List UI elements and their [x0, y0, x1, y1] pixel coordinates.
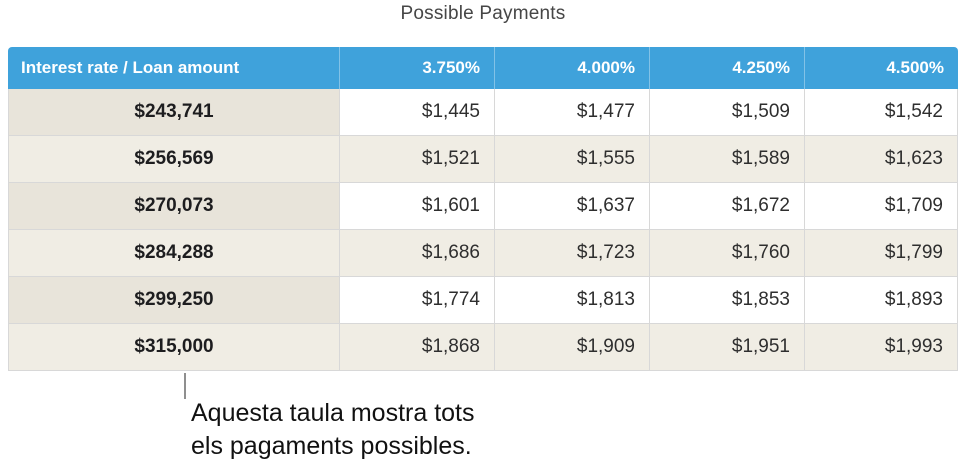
payment-cell: $1,623: [805, 136, 958, 183]
table-row: $315,000 $1,868 $1,909 $1,951 $1,993: [8, 324, 958, 371]
payment-cell: $1,672: [650, 183, 805, 230]
payment-cell: $1,723: [495, 230, 650, 277]
payment-cell: $1,799: [805, 230, 958, 277]
loan-amount-cell: $284,288: [8, 230, 340, 277]
callout-line: [184, 373, 186, 399]
payment-cell: $1,445: [340, 89, 495, 136]
payment-cell: $1,521: [340, 136, 495, 183]
payment-cell: $1,637: [495, 183, 650, 230]
payment-cell: $1,589: [650, 136, 805, 183]
col-header-rate-4-250: 4.250%: [650, 47, 805, 89]
payment-cell: $1,868: [340, 324, 495, 371]
payment-cell: $1,853: [650, 277, 805, 324]
table-row: $270,073 $1,601 $1,637 $1,672 $1,709: [8, 183, 958, 230]
payment-cell: $1,542: [805, 89, 958, 136]
payment-cell: $1,813: [495, 277, 650, 324]
payment-cell: $1,909: [495, 324, 650, 371]
payment-cell: $1,555: [495, 136, 650, 183]
col-header-rate-3-750: 3.750%: [340, 47, 495, 89]
table-row: $256,569 $1,521 $1,555 $1,589 $1,623: [8, 136, 958, 183]
payment-cell: $1,993: [805, 324, 958, 371]
loan-amount-cell: $243,741: [8, 89, 340, 136]
payment-cell: $1,686: [340, 230, 495, 277]
table-row: $243,741 $1,445 $1,477 $1,509 $1,542: [8, 89, 958, 136]
table-row: $284,288 $1,686 $1,723 $1,760 $1,799: [8, 230, 958, 277]
caption-text: Aquesta taula mostra tots els pagaments …: [191, 399, 475, 460]
payment-cell: $1,709: [805, 183, 958, 230]
table-title: Possible Payments: [400, 3, 566, 24]
header-row: Interest rate / Loan amount 3.750% 4.000…: [8, 47, 958, 89]
payment-cell: $1,951: [650, 324, 805, 371]
payment-cell: $1,477: [495, 89, 650, 136]
table-row: $299,250 $1,774 $1,813 $1,853 $1,893: [8, 277, 958, 324]
payment-cell: $1,774: [340, 277, 495, 324]
col-header-rate-4-500: 4.500%: [805, 47, 958, 89]
col-header-interest-loan-amount: Interest rate / Loan amount: [8, 47, 340, 89]
loan-amount-cell: $256,569: [8, 136, 340, 183]
loan-amount-cell: $270,073: [8, 183, 340, 230]
payments-table: Interest rate / Loan amount 3.750% 4.000…: [8, 47, 958, 371]
loan-amount-cell: $315,000: [8, 324, 340, 371]
payment-cell: $1,509: [650, 89, 805, 136]
payment-cell: $1,601: [340, 183, 495, 230]
loan-amount-cell: $299,250: [8, 277, 340, 324]
col-header-rate-4-000: 4.000%: [495, 47, 650, 89]
payment-cell: $1,760: [650, 230, 805, 277]
payment-cell: $1,893: [805, 277, 958, 324]
